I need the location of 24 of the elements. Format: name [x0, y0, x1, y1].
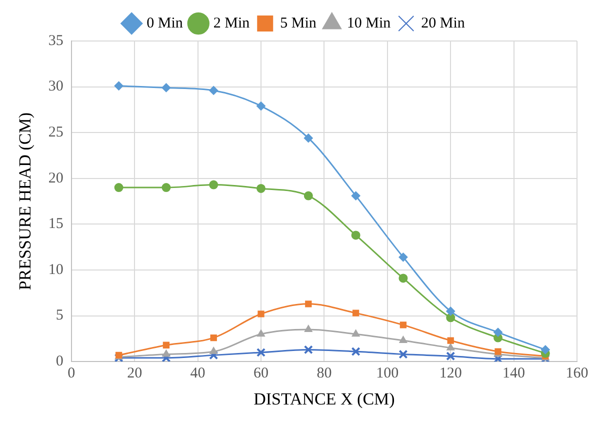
x-tick-label: 160: [566, 366, 588, 382]
y-tick-label: 25: [48, 124, 64, 141]
x-tick-label: 0: [68, 366, 76, 382]
y-tick-label: 10: [48, 262, 64, 278]
y-tick-label: 5: [56, 308, 64, 324]
legend-label: 10 Min: [346, 15, 392, 32]
x-tick-label: 60: [254, 366, 268, 382]
x-tick-label: 120: [439, 366, 462, 382]
x-tick-label: 40: [190, 366, 206, 382]
legend-label: 5 Min: [280, 15, 317, 32]
x-axis-title: DISTANCE X (CM): [254, 389, 395, 408]
legend-label: 0 Min: [146, 15, 184, 32]
y-tick-label: 15: [48, 216, 64, 232]
legend-label: 20 Min: [421, 15, 466, 32]
x-tick-label: 100: [376, 366, 399, 382]
x-tick-label: 20: [127, 366, 142, 382]
y-tick-label: 35: [48, 32, 64, 49]
y-axis-title: PRESSURE HEAD (CM): [16, 112, 35, 290]
y-tick-label: 30: [48, 78, 64, 95]
x-tick-label: 80: [316, 366, 332, 382]
y-tick-label: 0: [56, 354, 64, 370]
legend-label: 2 Min: [213, 15, 250, 32]
y-tick-label: 20: [48, 170, 64, 186]
x-tick-label: 140: [502, 366, 526, 382]
